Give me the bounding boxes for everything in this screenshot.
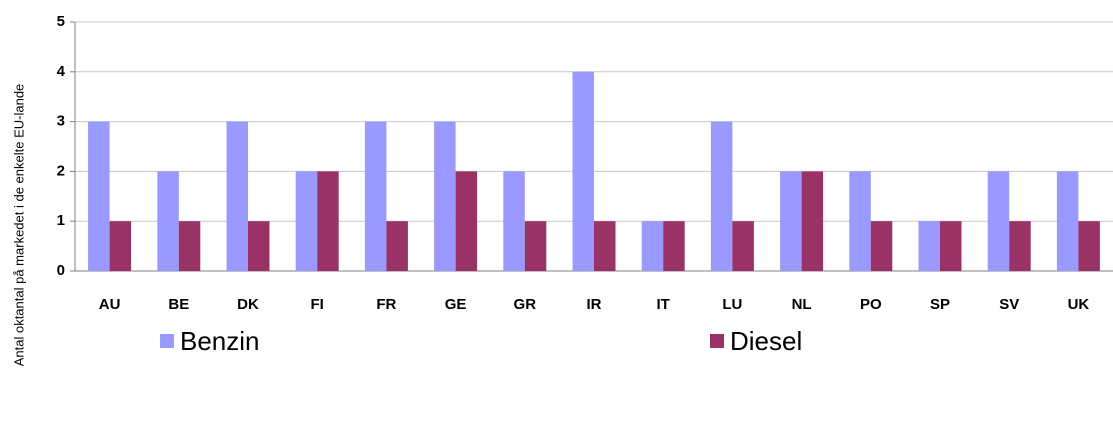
bar <box>663 221 685 271</box>
y-tick-label: 5 <box>57 13 65 30</box>
x-tick-label: UK <box>1068 296 1090 313</box>
bar <box>918 221 940 271</box>
bar <box>317 171 339 271</box>
x-tick-label: BE <box>168 296 189 313</box>
y-tick-label: 0 <box>57 262 65 279</box>
legend-label: Diesel <box>730 326 802 356</box>
x-tick-label: IT <box>657 296 670 313</box>
legend-swatch <box>710 334 724 348</box>
bar <box>386 221 408 271</box>
x-tick-label: LU <box>722 296 742 313</box>
bar <box>455 171 478 271</box>
legend-label: Benzin <box>180 326 260 356</box>
bar <box>732 221 754 271</box>
bar <box>987 171 1010 271</box>
bar <box>364 121 387 271</box>
bar <box>1009 221 1031 271</box>
x-tick-label: PO <box>860 296 882 313</box>
y-tick-label: 1 <box>57 212 65 229</box>
x-tick-label: AU <box>99 296 121 313</box>
bar <box>801 171 824 271</box>
bar <box>710 121 733 271</box>
bar <box>503 171 525 271</box>
y-tick-label: 3 <box>57 113 65 130</box>
x-tick-label: FI <box>311 296 324 313</box>
x-tick-label: SP <box>930 296 950 313</box>
bar <box>780 171 802 271</box>
x-tick-label: FR <box>376 296 396 313</box>
bar <box>870 221 893 271</box>
x-tick-label: NL <box>792 296 812 313</box>
bar <box>226 121 248 271</box>
legend-swatch <box>160 334 174 348</box>
x-tick-label: GE <box>445 296 467 313</box>
bar <box>248 221 270 271</box>
y-tick-label: 4 <box>57 63 66 80</box>
bar <box>1078 221 1100 271</box>
x-tick-label: IR <box>587 296 602 313</box>
bar <box>849 171 871 271</box>
x-tick-label: GR <box>514 296 537 313</box>
bar <box>940 221 962 271</box>
bar <box>178 221 201 271</box>
y-tick-label: 2 <box>57 162 65 179</box>
bar <box>88 121 110 271</box>
bar <box>641 221 664 271</box>
bar <box>572 71 594 271</box>
bar <box>1056 171 1079 271</box>
bar <box>295 171 318 271</box>
bar <box>434 121 456 271</box>
x-tick-label: DK <box>237 296 259 313</box>
bar <box>157 171 179 271</box>
bar <box>109 221 132 271</box>
bar <box>524 221 547 271</box>
x-tick-label: SV <box>999 296 1019 313</box>
bar <box>594 221 616 271</box>
y-axis-label: Antal oktantal på markedet i de enkelte … <box>11 84 26 367</box>
